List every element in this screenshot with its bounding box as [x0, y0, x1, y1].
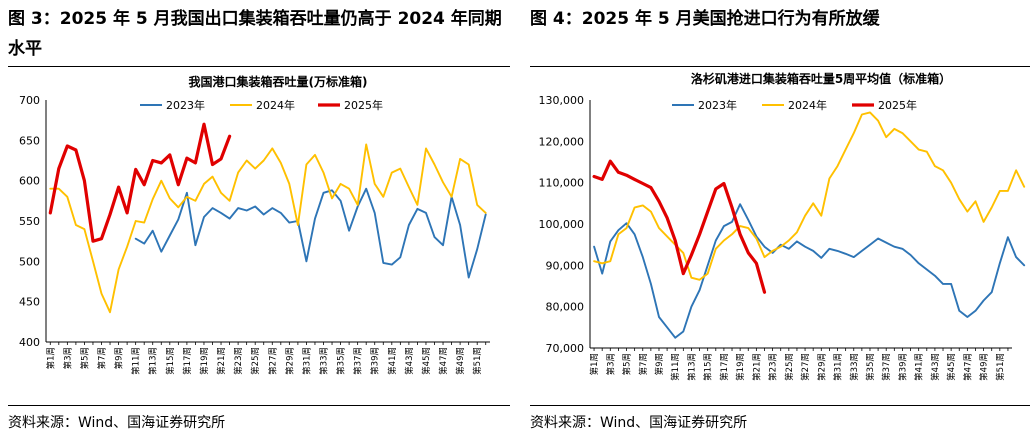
x-tick-label: 第13周	[686, 353, 697, 381]
x-tick-label: 第35周	[336, 347, 347, 375]
y-tick-label: 100,000	[539, 218, 585, 231]
figure-title: 图 4：2025 年 5 月美国抢进口行为有所放缓	[530, 9, 880, 29]
x-tick-label: 第23周	[233, 347, 244, 375]
x-tick-label: 第25周	[784, 353, 795, 381]
x-tick-label: 第41周	[914, 353, 925, 381]
x-tick-label: 第45周	[946, 353, 957, 381]
x-tick-label: 第25周	[250, 347, 261, 375]
x-tick-label: 第7周	[97, 347, 108, 369]
x-tick-label: 第27周	[267, 347, 278, 375]
x-tick-label: 第3周	[605, 353, 616, 375]
x-tick-label: 第21周	[751, 353, 762, 381]
x-tick-label: 第19周	[735, 353, 746, 381]
legend-label: 2023年	[166, 98, 205, 112]
x-tick-label: 第19周	[199, 347, 210, 375]
legend-label: 2024年	[788, 98, 827, 112]
y-tick-label: 110,000	[539, 177, 585, 190]
x-tick-label: 第47周	[962, 353, 973, 381]
x-tick-label: 第51周	[995, 353, 1006, 381]
x-tick-label: 第33周	[849, 353, 860, 381]
y-tick-label: 700	[19, 94, 40, 107]
y-tick-label: 600	[19, 175, 40, 188]
legend-label: 2023年	[698, 98, 737, 112]
x-tick-label: 第49周	[979, 353, 990, 381]
x-tick-label: 第11周	[670, 353, 681, 381]
y-tick-label: 650	[19, 134, 40, 147]
source-note: 资料来源：Wind、国海证券研究所	[530, 415, 748, 431]
x-tick-label: 第49周	[455, 347, 466, 375]
x-tick-label: 第47周	[438, 347, 449, 375]
bottom-rule	[530, 405, 1030, 406]
x-tick-label: 第27周	[800, 353, 811, 381]
source-note: 资料来源：Wind、国海证券研究所	[8, 415, 226, 431]
y-tick-label: 70,000	[546, 342, 585, 355]
x-tick-label: 第1周	[589, 353, 600, 375]
y-tick-label: 120,000	[539, 135, 585, 148]
x-tick-label: 第51周	[472, 347, 483, 375]
x-tick-label: 第7周	[638, 353, 649, 375]
y-tick-label: 80,000	[546, 301, 585, 314]
legend-label: 2024年	[256, 98, 295, 112]
x-tick-label: 第43周	[930, 353, 941, 381]
x-tick-label: 第41周	[387, 347, 398, 375]
y-tick-label: 130,000	[539, 94, 585, 107]
x-tick-label: 第31周	[301, 347, 312, 375]
x-tick-label: 第9周	[114, 347, 125, 369]
x-tick-label: 第29周	[816, 353, 827, 381]
chart-la-port-imports: 洛杉矶港进口集装箱吞吐量5周平均值（标准箱） 70,000 80,000 90,000…	[539, 71, 1026, 381]
x-tick-label: 第17周	[719, 353, 730, 381]
x-tick-label: 第45周	[421, 347, 432, 375]
chart-china-port-throughput: 我国港口集装箱吞吐量(万标准箱) 400 450 500 550 600 650 700 第1周…	[19, 74, 490, 375]
y-tick-label: 550	[19, 215, 40, 228]
x-tick-label: 第11周	[131, 347, 142, 375]
y-tick-label: 500	[19, 255, 40, 268]
y-tick-label: 450	[19, 296, 40, 309]
x-tick-label: 第3周	[62, 347, 73, 369]
bottom-rule	[8, 405, 510, 406]
x-tick-label: 第5周	[622, 353, 633, 375]
x-tick-label: 第39周	[370, 347, 381, 375]
x-tick-label: 第5周	[79, 347, 90, 369]
series-line-3	[48, 122, 232, 243]
top-rule	[8, 66, 510, 67]
figure-title: 图 3：2025 年 5 月我国出口集装箱吞吐量仍高于 2024 年同期水平	[8, 9, 502, 59]
y-tick-label: 90,000	[546, 259, 585, 272]
x-tick-label: 第13周	[148, 347, 159, 375]
figure-panel-right: 图 4：2025 年 5 月美国抢进口行为有所放缓 洛杉矶港进口集装箱吞吐量5周…	[522, 0, 1032, 438]
x-tick-label: 第15周	[703, 353, 714, 381]
x-tick-label: 第37周	[881, 353, 892, 381]
x-tick-label: 第1周	[45, 347, 56, 369]
top-rule	[530, 66, 1030, 67]
legend-label: 2025年	[344, 98, 383, 112]
series-line-2	[49, 143, 487, 314]
legend-label: 2025年	[878, 98, 917, 112]
chart-title: 洛杉矶港进口集装箱吞吐量5周平均值（标准箱）	[691, 71, 951, 86]
x-tick-label: 第17周	[182, 347, 193, 375]
x-tick-label: 第23周	[768, 353, 779, 381]
series-line-2	[593, 111, 1026, 281]
x-tick-label: 第39周	[897, 353, 908, 381]
chart-title: 我国港口集装箱吞吐量(万标准箱)	[189, 74, 368, 89]
x-tick-label: 第29周	[284, 347, 295, 375]
x-tick-label: 第35周	[865, 353, 876, 381]
series-line-1	[134, 187, 487, 279]
x-tick-label: 第9周	[654, 353, 665, 375]
y-tick-label: 400	[19, 336, 40, 349]
x-tick-label: 第33周	[319, 347, 330, 375]
x-tick-label: 第15周	[165, 347, 176, 375]
series-line-1	[593, 203, 1026, 339]
x-tick-label: 第43周	[404, 347, 415, 375]
x-tick-label: 第21周	[216, 347, 227, 375]
figure-panel-left: 图 3：2025 年 5 月我国出口集装箱吞吐量仍高于 2024 年同期水平 我…	[0, 0, 512, 438]
x-tick-label: 第31周	[833, 353, 844, 381]
series-line-3	[592, 159, 767, 294]
x-tick-label: 第37周	[353, 347, 364, 375]
